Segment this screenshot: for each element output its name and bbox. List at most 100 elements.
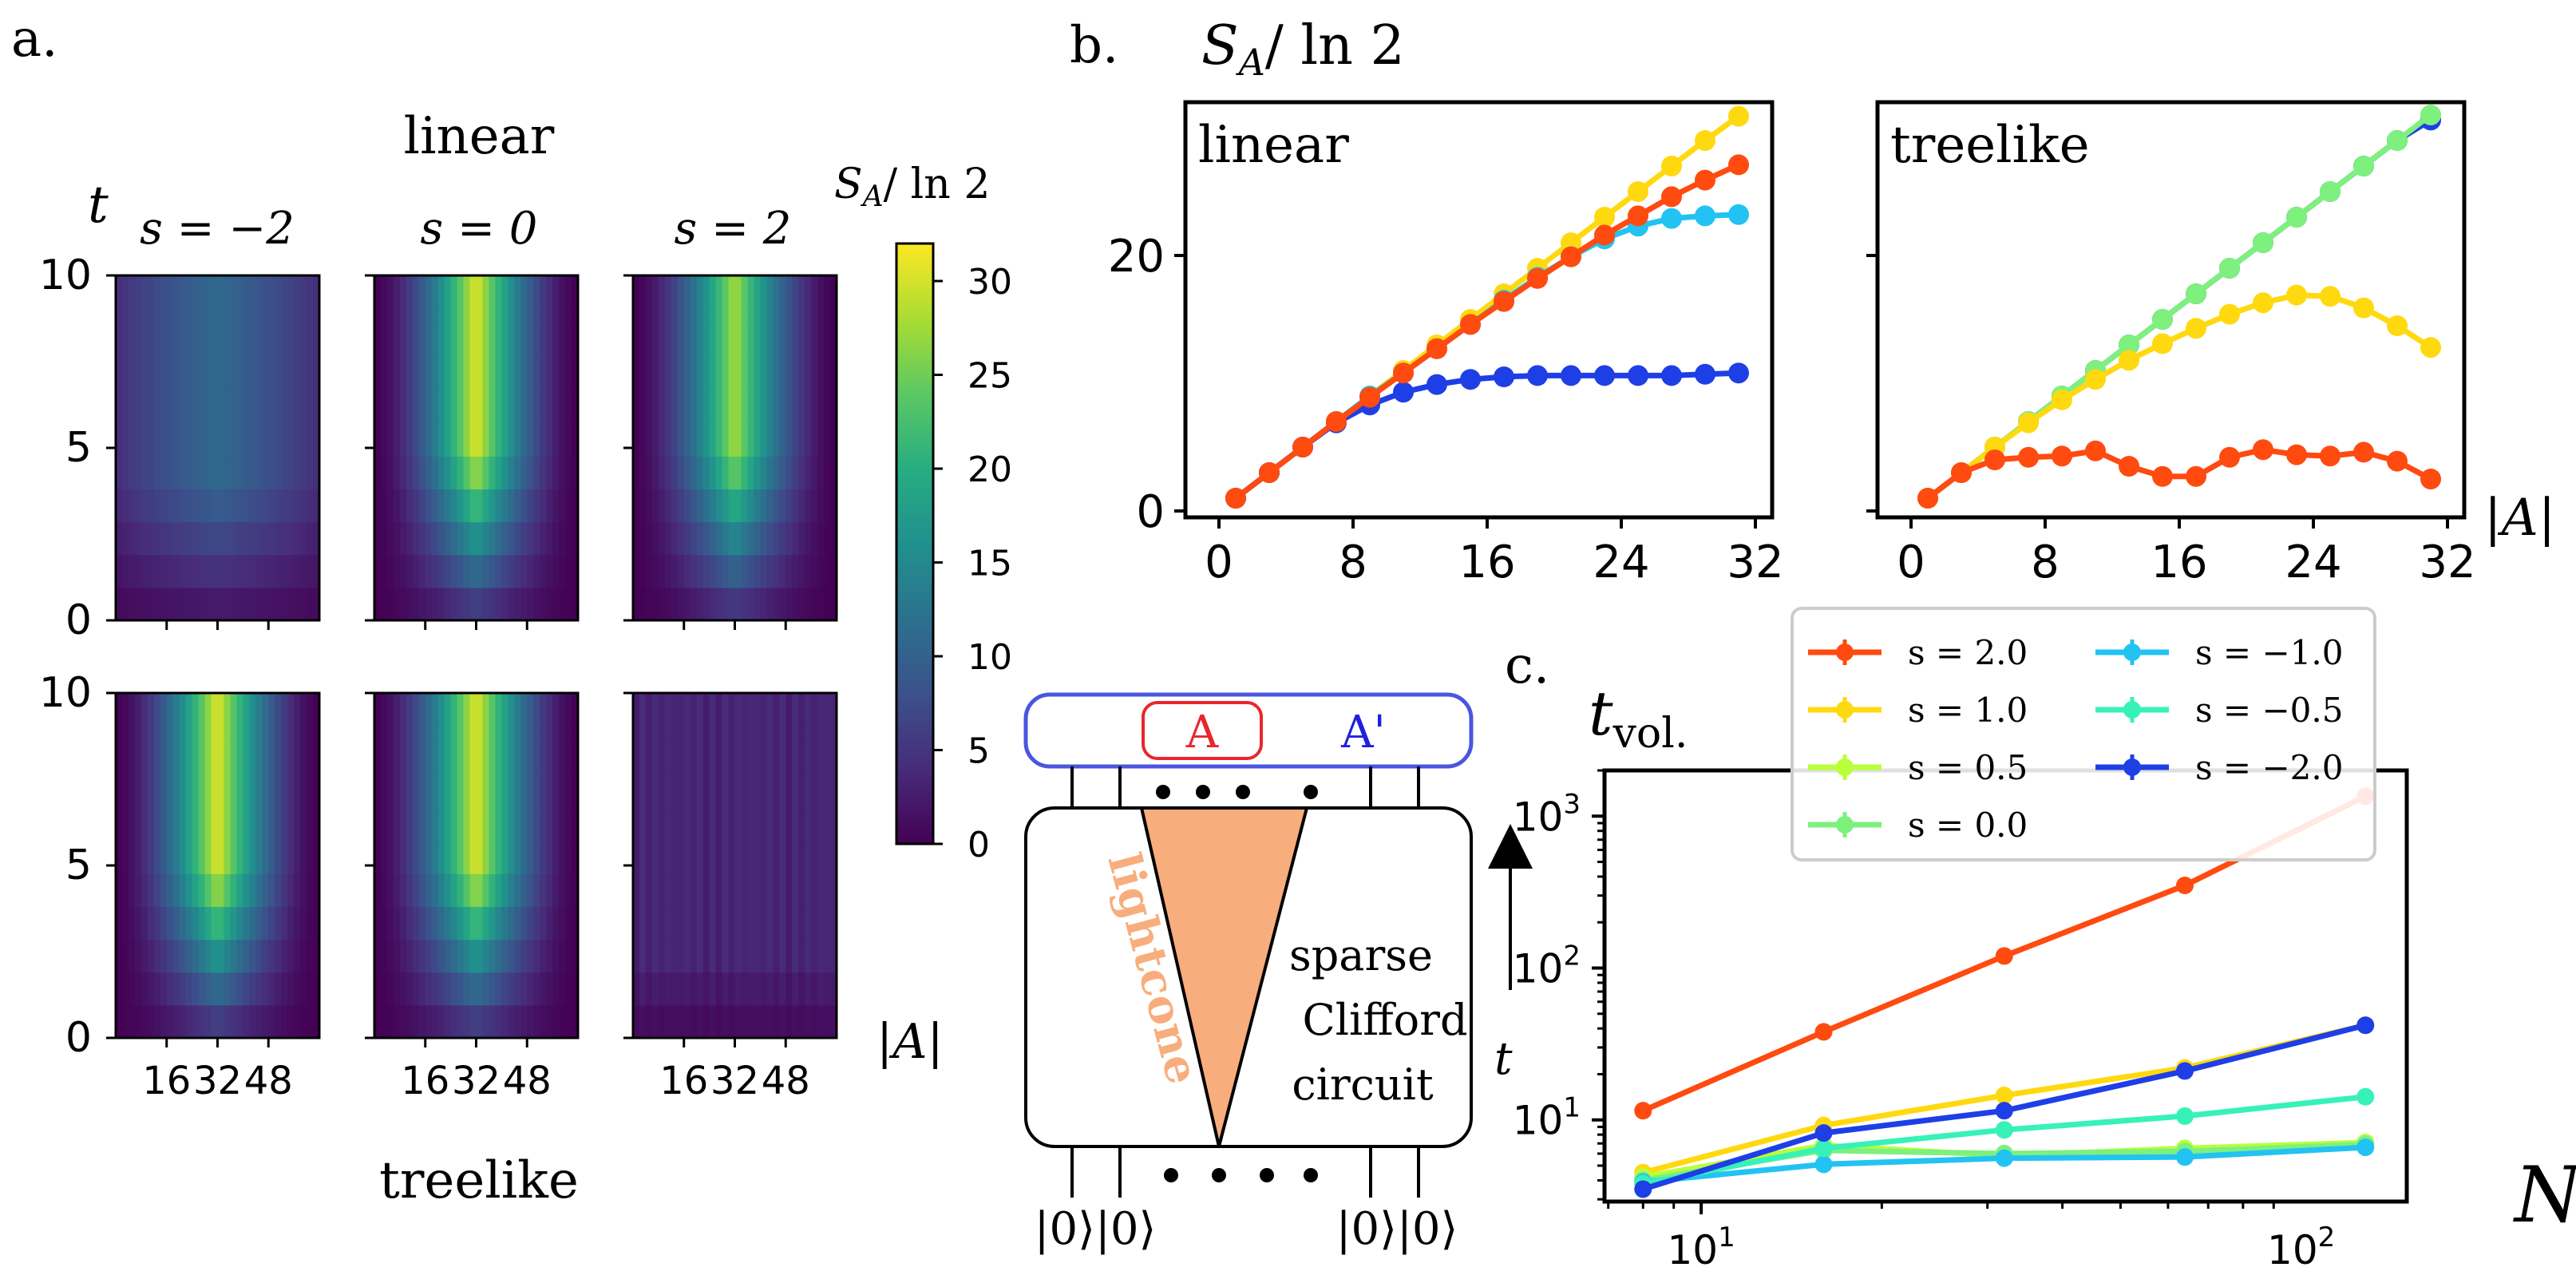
heatmap-cell [527, 390, 534, 424]
heatmap-cell [166, 1004, 174, 1039]
heatmap-cell [824, 972, 831, 1006]
heatmap-cell [393, 275, 401, 309]
heatmap-cell [766, 742, 774, 776]
heatmap-cell [249, 554, 256, 588]
heatmap-cell [281, 423, 288, 457]
heatmap-cell [211, 324, 219, 358]
heatmap-cell [243, 841, 250, 874]
heatmap-cell [527, 906, 534, 940]
heatmap-cell [696, 873, 704, 908]
x-tick-label: 16 [2151, 537, 2207, 588]
heatmap-cell [185, 489, 193, 523]
heatmap-cell [527, 939, 534, 973]
series-point [1628, 181, 1648, 202]
heatmap-cell [546, 456, 553, 490]
heatmap-cell [281, 841, 288, 874]
heatmap-cell [469, 873, 477, 908]
heatmap-cell [399, 357, 407, 391]
heatmap-cell [374, 489, 382, 523]
heatmap-cell [121, 390, 129, 424]
heatmap-cell [508, 939, 515, 973]
heatmap-cell [559, 939, 566, 973]
heatmap-cell [211, 972, 219, 1006]
heatmap-cell [406, 774, 414, 809]
heatmap-cell [160, 357, 168, 391]
heatmap-cell [747, 1004, 755, 1039]
heatmap-cell [192, 521, 200, 556]
heatmap-cell [140, 808, 148, 841]
heatmap-cell [683, 423, 691, 457]
heatmap-cell [418, 774, 426, 809]
heatmap-cell [572, 841, 579, 874]
heatmap-cell [294, 489, 301, 523]
heatmap-cell [211, 390, 219, 424]
x-tick-label: 16 [401, 1059, 449, 1103]
heatmap-cell [495, 693, 502, 727]
heatmap-cell [224, 423, 231, 457]
heatmap-cell [830, 521, 837, 556]
heatmap-cell [508, 324, 515, 358]
heatmap-cell [255, 489, 263, 523]
series-point [1628, 365, 1648, 386]
heatmap-cell [307, 456, 314, 490]
heatmap-cell [425, 357, 433, 391]
heatmap-cell [406, 357, 414, 391]
heatmap-cell [798, 1004, 805, 1039]
bottom-wires [1070, 1146, 1420, 1198]
series-point [2119, 335, 2139, 355]
heatmap-cell [116, 742, 123, 776]
heatmap-cell [217, 808, 225, 841]
heatmap-cell [287, 423, 295, 457]
heatmap-cell [722, 423, 730, 457]
heatmap-cell [690, 873, 698, 908]
heatmap-cell [683, 808, 691, 841]
heatmap-cell [671, 808, 679, 841]
heatmap-cell [444, 906, 452, 940]
heatmap-cell [211, 554, 219, 588]
b-xlabel: |A| [2484, 489, 2555, 548]
heatmap-cell [116, 873, 123, 908]
heatmap-cell [204, 521, 212, 556]
heatmap-cell [380, 489, 388, 523]
heatmap-cell [766, 587, 774, 621]
heatmap-cell [658, 390, 666, 424]
heatmap-cell [287, 972, 295, 1006]
heatmap-cell [651, 324, 659, 358]
series-point [2356, 1087, 2375, 1106]
heatmap-cell [249, 357, 256, 391]
heatmap-cell [457, 1004, 465, 1039]
heatmap-cell [645, 841, 653, 874]
heatmap-cell [249, 906, 256, 940]
heatmap-cell [715, 774, 723, 809]
heatmap-cell [559, 275, 566, 309]
heatmap-cell [147, 456, 155, 490]
heatmap-cell [275, 1004, 282, 1039]
heatmap-cell [702, 587, 710, 621]
heatmap-cell [431, 808, 439, 841]
heatmap-cell [457, 587, 465, 621]
legend-item: s = −2.0 [2095, 748, 2343, 787]
heatmap-cell [198, 808, 206, 841]
heatmap-cell [677, 324, 685, 358]
t-axis-label: t [88, 176, 109, 235]
heatmap-cell [664, 275, 672, 309]
colorbar-tick-label: 10 [967, 637, 1012, 678]
heatmap-cell [287, 841, 295, 874]
heatmap-cell [792, 906, 799, 940]
heatmap-cell [747, 693, 755, 727]
heatmap-cell [501, 554, 508, 588]
heatmap-cell [754, 554, 761, 588]
heatmap-cell [249, 324, 256, 358]
heatmap-cell [683, 906, 691, 940]
heatmap-cell [166, 873, 174, 908]
heatmap-cell [779, 841, 786, 874]
heatmap-cell [116, 489, 123, 523]
heatmap-cell [476, 906, 484, 940]
x-tick-label: 32 [2419, 537, 2475, 588]
heatmap-cell [830, 554, 837, 588]
heatmap-cell [792, 774, 799, 809]
heatmap-cell [811, 774, 818, 809]
heatmap-cell [633, 423, 640, 457]
